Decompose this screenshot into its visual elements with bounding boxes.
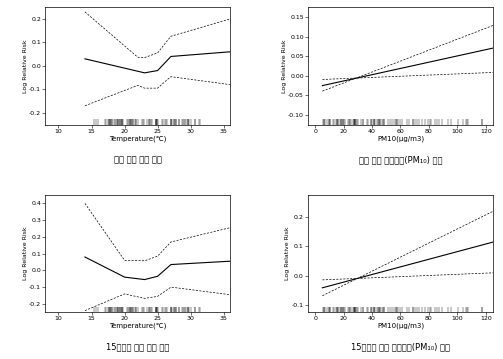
X-axis label: Temperature(℃): Temperature(℃) [109, 323, 166, 330]
Y-axis label: Log Relative Risk: Log Relative Risk [23, 39, 28, 93]
Y-axis label: Log Relative Risk: Log Relative Risk [282, 39, 287, 93]
X-axis label: PM10(μg/m3): PM10(μg/m3) [377, 323, 424, 330]
Text: 전체 연령 미세먼지(PM₁₀) 효과: 전체 연령 미세먼지(PM₁₀) 효과 [359, 155, 442, 164]
Y-axis label: Log Relative Risk: Log Relative Risk [285, 227, 290, 280]
Y-axis label: Log Relative Risk: Log Relative Risk [23, 227, 28, 280]
Text: 전체 연령 기온 효과: 전체 연령 기온 효과 [114, 155, 161, 164]
Text: 15세미만 연령 기온 효과: 15세미만 연령 기온 효과 [106, 343, 170, 352]
Text: 15세미만 연령 미세먼지(PM₁₀) 효과: 15세미만 연령 미세먼지(PM₁₀) 효과 [351, 343, 450, 352]
X-axis label: PM10(μg/m3): PM10(μg/m3) [377, 135, 424, 141]
X-axis label: Temperature(℃): Temperature(℃) [109, 135, 166, 141]
